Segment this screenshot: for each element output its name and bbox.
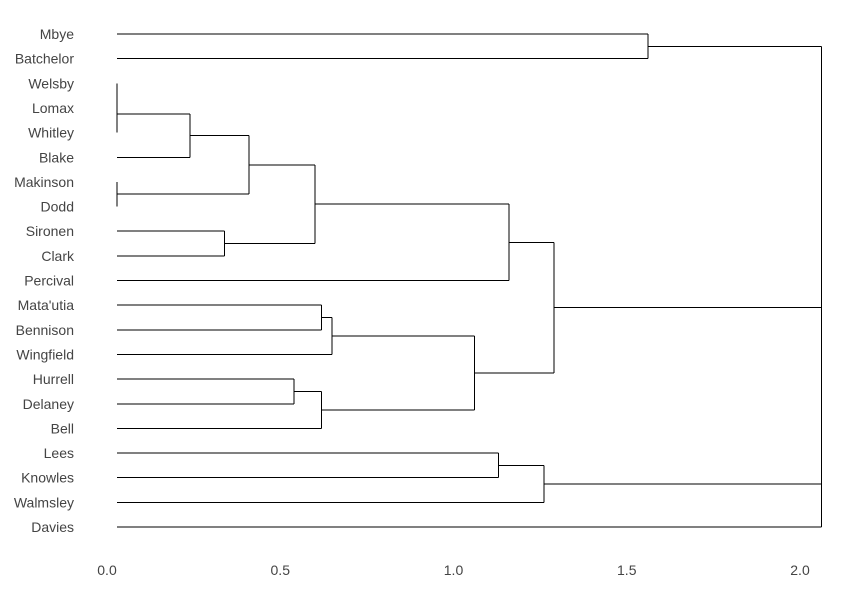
leaf-label: Percival bbox=[24, 273, 74, 289]
leaf-label: Hurrell bbox=[33, 371, 74, 387]
leaf-label: Delaney bbox=[23, 396, 74, 412]
leaf-labels: Mbye Batchelor Welsby Lomax Whitley Blake Maki… bbox=[14, 26, 75, 535]
leaf-label: Whitley bbox=[28, 125, 74, 141]
leaf-label: Blake bbox=[39, 149, 74, 165]
leaf-label: Lomax bbox=[32, 100, 74, 116]
leaf-label: Bell bbox=[51, 420, 74, 436]
leaf-label: Knowles bbox=[21, 470, 74, 486]
dendrogram-links bbox=[116, 33, 822, 528]
leaf-label: Welsby bbox=[28, 75, 74, 91]
x-tick-label: 1.5 bbox=[617, 562, 637, 578]
x-axis-ticks: 0.0 0.5 1.0 1.5 2.0 bbox=[97, 562, 810, 578]
leaf-label: Bennison bbox=[16, 322, 74, 338]
leaf-label: Davies bbox=[31, 519, 74, 535]
leaf-label: Mata'utia bbox=[18, 297, 75, 313]
leaf-label: Mbye bbox=[40, 26, 74, 42]
leaf-label: Clark bbox=[41, 248, 75, 264]
x-tick-label: 1.0 bbox=[444, 562, 464, 578]
x-tick-label: 0.5 bbox=[271, 562, 291, 578]
leaf-label: Batchelor bbox=[15, 51, 74, 67]
leaf-label: Makinson bbox=[14, 174, 74, 190]
x-tick-label: 0.0 bbox=[97, 562, 117, 578]
leaf-label: Lees bbox=[44, 445, 74, 461]
x-tick-label: 2.0 bbox=[790, 562, 810, 578]
leaf-label: Sironen bbox=[26, 223, 74, 239]
leaf-label: Dodd bbox=[41, 199, 74, 215]
leaf-label: Wingfield bbox=[16, 346, 74, 362]
leaf-label: Walmsley bbox=[14, 494, 74, 510]
